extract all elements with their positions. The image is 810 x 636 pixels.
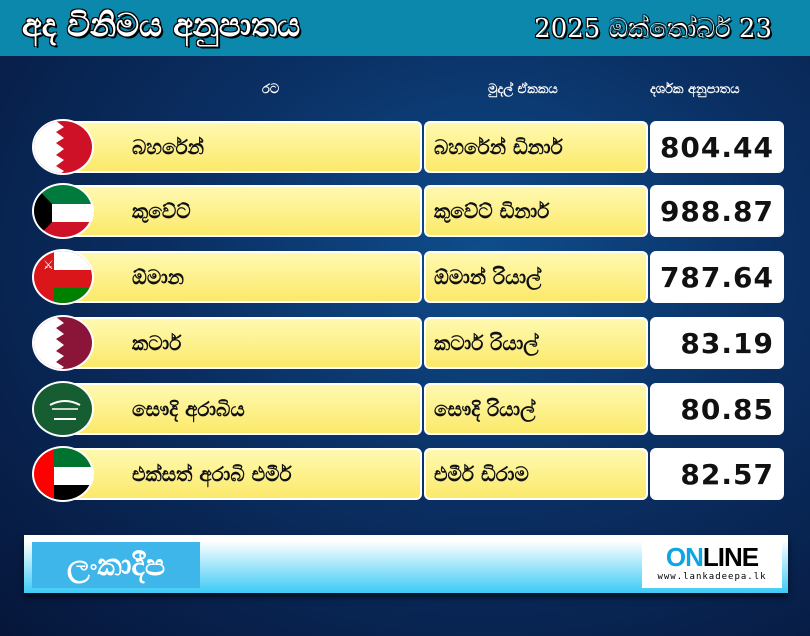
column-header-rate: දර්ශක අනුපාතය	[650, 82, 740, 97]
rate-cell: 83.19	[650, 317, 784, 369]
column-header-currency: මුදල් ඒකකය	[488, 82, 558, 97]
saudi-arabia-flag-icon	[32, 381, 94, 437]
currency-cell: ඕමාන් රියාල්	[424, 251, 648, 303]
table-row: එක්සත් අරාබි එමීර් එමීර් ඩිරාම 82.57	[28, 446, 784, 502]
currency-cell: එමීර් ඩිරාම	[424, 448, 648, 500]
kuwait-flag-icon	[32, 183, 94, 239]
online-logo: ONLINE www.lankadeepa.lk	[642, 542, 782, 588]
rate-cell: 80.85	[650, 383, 784, 435]
table-row: කටාර් කටාර් රියාල් 83.19	[28, 315, 784, 371]
country-cell: ඕමාන	[68, 251, 422, 303]
table-row: ඕමාන ඕමාන් රියාල් 787.64 ⚔	[28, 249, 784, 305]
table-row: කුවේට් කුවේට් ඩිනාර් 988.87	[28, 183, 784, 239]
footer-banner: ලංකාදීප ONLINE www.lankadeepa.lk	[24, 535, 788, 593]
table-row: සෞදි අරාබිය සෞදි රියාල් 80.85	[28, 381, 784, 437]
lankadeepa-logo: ලංකාදීප	[32, 542, 200, 588]
currency-cell: කටාර් රියාල්	[424, 317, 648, 369]
oman-flag-icon: ⚔	[32, 249, 94, 305]
page-title: අද විනිමය අනුපාතය	[22, 6, 301, 44]
table-row: බහරේන් බහරේන් ඩිනාර් 804.44	[28, 119, 784, 175]
rate-cell: 804.44	[650, 121, 784, 173]
currency-cell: කුවේට් ඩිනාර්	[424, 185, 648, 237]
country-cell: කටාර්	[68, 317, 422, 369]
rate-cell: 82.57	[650, 448, 784, 500]
title-bar: අද විනිමය අනුපාතය 2025 ඔක්තෝබර් 23	[0, 0, 810, 56]
currency-cell: සෞදි රියාල්	[424, 383, 648, 435]
rate-cell: 988.87	[650, 185, 784, 237]
date-label: 2025 ඔක්තෝබර් 23	[534, 14, 772, 44]
uae-flag-icon	[32, 446, 94, 502]
online-logo-line: LINE	[702, 542, 759, 572]
country-cell: බහරේන්	[68, 121, 422, 173]
qatar-flag-icon	[32, 315, 94, 371]
rate-cell: 787.64	[650, 251, 784, 303]
currency-cell: බහරේන් ඩිනාර්	[424, 121, 648, 173]
country-cell: කුවේට්	[68, 185, 422, 237]
country-cell: සෞදි අරාබිය	[68, 383, 422, 435]
country-cell: එක්සත් අරාබි එමීර්	[68, 448, 422, 500]
column-header-country: රට	[262, 82, 280, 97]
online-logo-on: ON	[665, 542, 704, 572]
svg-text:⚔: ⚔	[43, 258, 54, 272]
website-url: www.lankadeepa.lk	[657, 572, 767, 582]
bahrain-flag-icon	[32, 119, 94, 175]
